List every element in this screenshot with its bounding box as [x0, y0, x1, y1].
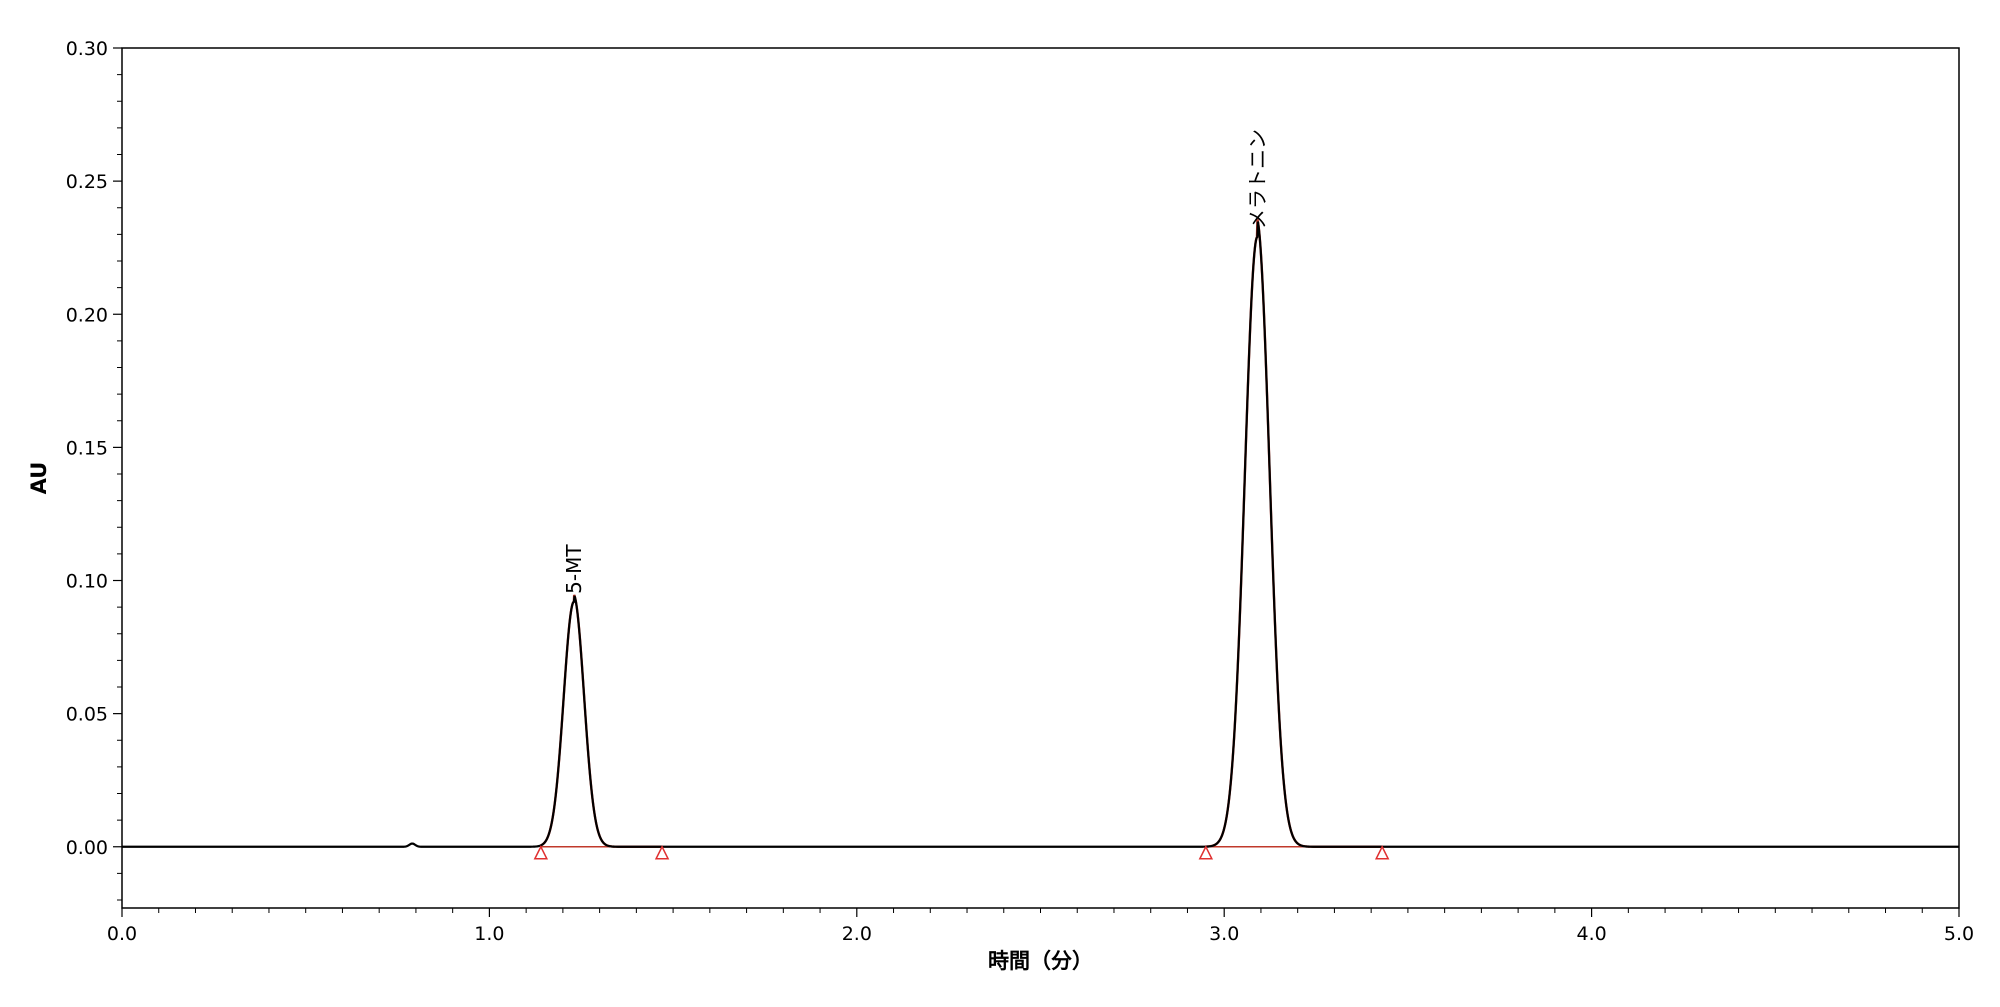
x-tick-label: 5.0 — [1944, 923, 1974, 945]
y-axis: 0.00 0.05 0.10 0.15 0.20 0.25 0.30 — [66, 38, 122, 901]
y-tick-label: 0.00 — [66, 837, 108, 859]
y-tick-label: 0.10 — [66, 571, 108, 593]
y-axis-title: AU — [27, 462, 51, 495]
integration-marker — [1198, 845, 1214, 860]
integration-marker — [533, 845, 549, 860]
y-tick-label: 0.05 — [66, 704, 108, 726]
peak-integration-trace — [540, 594, 663, 848]
y-tick-label: 0.25 — [66, 171, 108, 193]
peak-labels: 5-MT メラトニン — [562, 129, 1269, 594]
plot-frame — [121, 47, 1960, 909]
integration-marker — [1374, 845, 1390, 860]
series-group — [122, 219, 1959, 848]
y-tick-label: 0.30 — [66, 38, 108, 60]
x-tick-label: 0.0 — [107, 923, 137, 945]
x-axis-title: 時間（分） — [988, 949, 1093, 973]
y-tick-label: 0.15 — [66, 437, 108, 459]
integration-markers — [533, 845, 1390, 860]
x-tick-label: 4.0 — [1576, 923, 1606, 945]
y-tick-label: 0.20 — [66, 304, 108, 326]
peak-label: メラトニン — [1245, 129, 1269, 229]
integration-marker — [654, 845, 670, 860]
x-tick-label: 1.0 — [474, 923, 504, 945]
x-axis: 0.0 1.0 2.0 3.0 4.0 5.0 — [107, 908, 1974, 945]
x-tick-label: 2.0 — [842, 923, 872, 945]
peak-label: 5-MT — [562, 544, 586, 594]
x-tick-label: 3.0 — [1209, 923, 1239, 945]
series-line — [122, 221, 1959, 848]
